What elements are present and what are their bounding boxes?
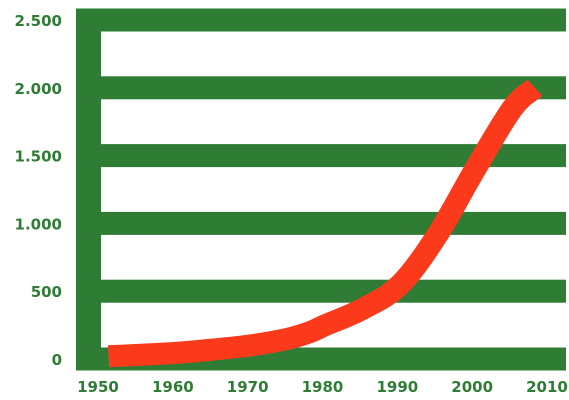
x-tick-label: 2000 <box>451 378 493 396</box>
x-tick-label: 1980 <box>302 378 344 396</box>
y-axis-tick-labels: 0 500 1.000 1.500 2.000 2.500 <box>15 12 62 369</box>
x-tick-label: 1960 <box>152 378 194 396</box>
series-layer <box>108 79 543 368</box>
y-tick-label: 1.500 <box>15 148 62 166</box>
x-tick-label: 1950 <box>77 378 119 396</box>
y-tick-label: 500 <box>31 283 62 301</box>
grid-vertical-strip <box>76 8 101 371</box>
x-axis-tick-labels: 1950 1960 1970 1980 1990 2000 2010 <box>77 378 568 396</box>
y-tick-label: 2.500 <box>15 12 62 30</box>
gridline-500 <box>76 279 566 303</box>
grid <box>76 8 566 371</box>
x-tick-label: 1990 <box>376 378 418 396</box>
gridline-1.500 <box>76 144 566 168</box>
y-tick-label: 0 <box>52 351 62 369</box>
x-tick-label: 1970 <box>227 378 269 396</box>
y-tick-label: 1.000 <box>15 215 62 233</box>
gridline-2.000 <box>76 76 566 100</box>
y-tick-label: 2.000 <box>15 80 62 98</box>
series-line-0 <box>108 79 543 368</box>
x-tick-label: 2010 <box>526 378 568 396</box>
gridline-1.000 <box>76 211 566 235</box>
gridline-2.500 <box>76 8 566 32</box>
